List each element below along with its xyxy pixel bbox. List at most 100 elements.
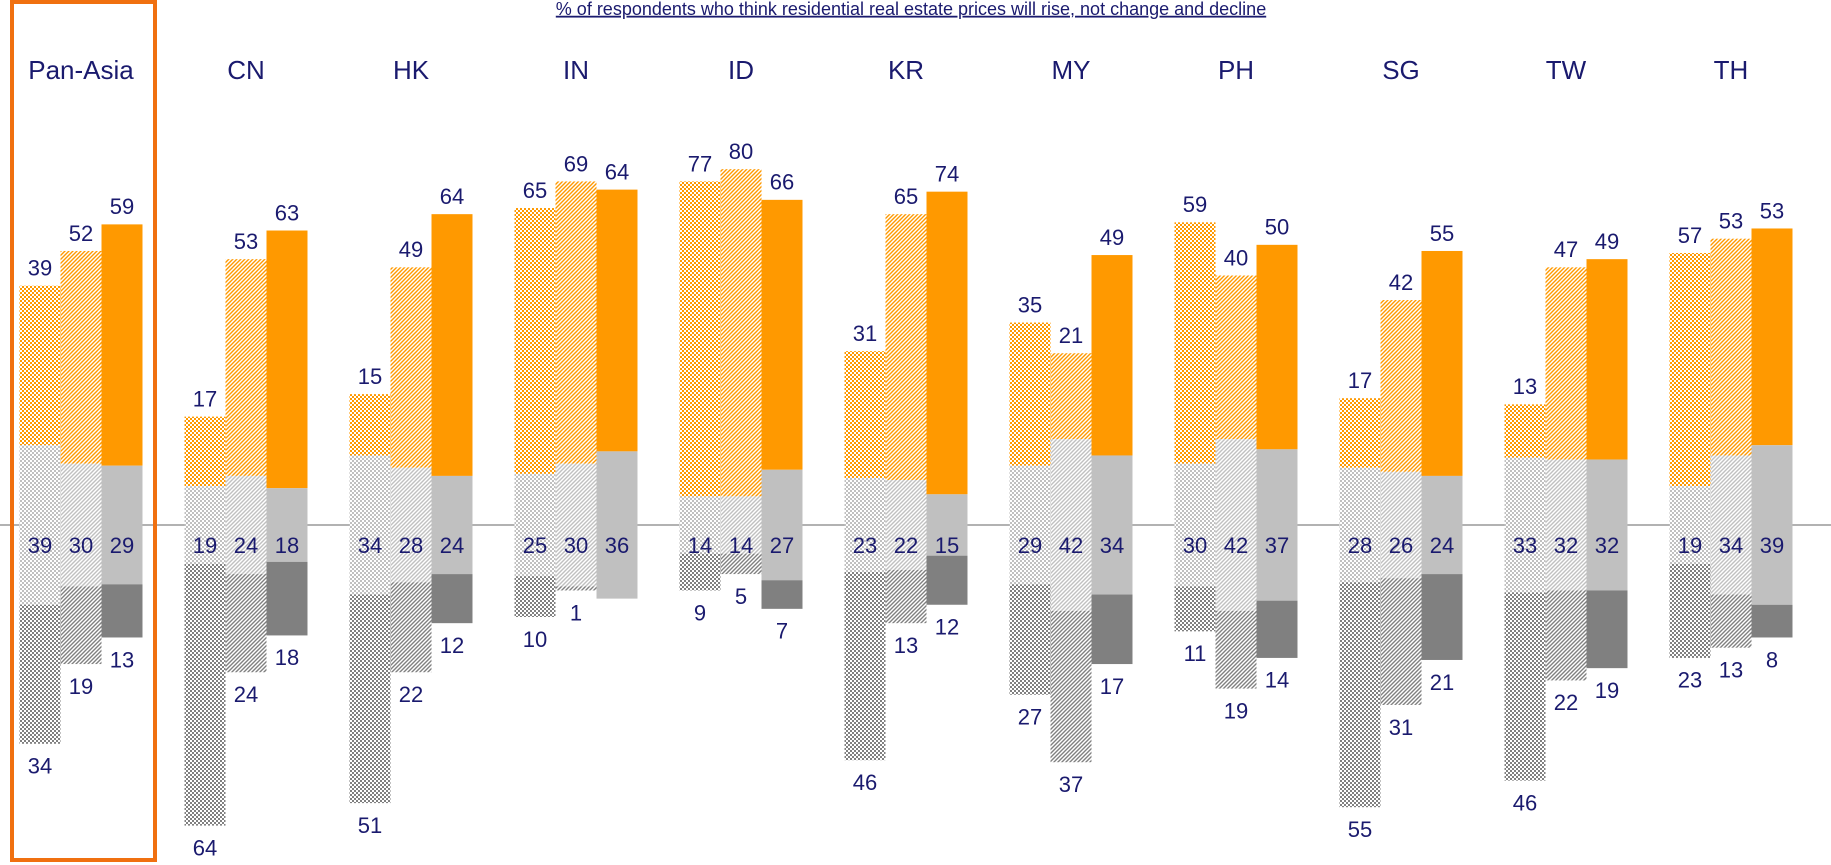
no-change-bar	[1669, 486, 1711, 564]
rise-label: 69	[564, 151, 588, 176]
category-label: KR	[888, 55, 924, 85]
no-change-label: 42	[1059, 533, 1083, 558]
decline-bar	[761, 580, 803, 609]
rise-bar	[1215, 275, 1257, 440]
no-change-bar	[225, 475, 267, 575]
no-change-label: 30	[1183, 533, 1207, 558]
no-change-bar	[1009, 465, 1051, 585]
decline-bar	[390, 582, 432, 673]
no-change-label: 42	[1224, 533, 1248, 558]
decline-label: 7	[776, 619, 788, 644]
rise-bar	[844, 351, 886, 478]
no-change-label: 27	[770, 533, 794, 558]
decline-label: 55	[1348, 817, 1372, 842]
decline-label: 34	[28, 754, 52, 779]
rise-label: 57	[1678, 223, 1702, 248]
decline-label: 21	[1430, 670, 1454, 695]
no-change-bar	[1091, 455, 1133, 595]
rise-label: 64	[605, 159, 629, 184]
no-change-label: 18	[275, 533, 299, 558]
decline-label: 37	[1059, 772, 1083, 797]
no-change-label: 39	[1760, 533, 1784, 558]
no-change-label: 29	[1018, 533, 1042, 558]
decline-label: 13	[110, 647, 134, 672]
no-change-bar	[1545, 459, 1587, 591]
decline-bar	[266, 561, 308, 636]
category-label: ID	[728, 55, 754, 85]
decline-bar	[184, 563, 226, 826]
no-change-bar	[1215, 439, 1257, 611]
decline-label: 12	[935, 615, 959, 640]
no-change-bar	[1050, 439, 1092, 611]
category-label: Pan-Asia	[28, 55, 134, 85]
rise-bar	[266, 230, 308, 489]
rise-bar	[596, 189, 638, 452]
rise-label: 50	[1265, 215, 1289, 240]
no-change-label: 29	[110, 533, 134, 558]
rise-bar	[514, 208, 556, 474]
decline-bar	[1710, 594, 1752, 648]
no-change-bar	[101, 465, 143, 585]
no-change-bar	[514, 473, 556, 577]
no-change-bar	[19, 445, 61, 605]
rise-bar	[349, 394, 391, 456]
rise-bar	[1174, 222, 1216, 464]
decline-bar	[1421, 574, 1463, 660]
decline-label: 14	[1265, 668, 1289, 693]
rise-label: 49	[399, 237, 423, 262]
decline-label: 64	[193, 835, 217, 860]
rise-label: 42	[1389, 270, 1413, 295]
category-label: SG	[1382, 55, 1420, 85]
rise-bar	[431, 214, 473, 476]
category-label: HK	[393, 55, 430, 85]
decline-label: 11	[1184, 641, 1207, 666]
no-change-bar	[596, 451, 638, 599]
rise-label: 55	[1430, 221, 1454, 246]
no-change-bar	[1380, 471, 1422, 579]
no-change-bar	[1256, 449, 1298, 601]
rise-label: 13	[1513, 374, 1537, 399]
no-change-label: 34	[1719, 533, 1743, 558]
no-change-bar	[60, 463, 102, 587]
no-change-label: 15	[935, 533, 959, 558]
rise-bar	[1751, 228, 1793, 446]
rise-label: 64	[440, 184, 464, 209]
decline-label: 24	[234, 682, 258, 707]
rise-bar	[184, 416, 226, 487]
decline-label: 46	[853, 770, 877, 795]
rise-bar	[1050, 353, 1092, 440]
decline-label: 1	[570, 600, 582, 625]
no-change-bar	[844, 477, 886, 573]
no-change-bar	[349, 455, 391, 595]
decline-label: 10	[523, 627, 547, 652]
decline-bar	[1050, 610, 1092, 763]
category-label: CN	[227, 55, 265, 85]
decline-bar	[1339, 582, 1381, 808]
no-change-label: 24	[1430, 533, 1454, 558]
rise-label: 49	[1100, 225, 1124, 250]
rise-bar	[761, 199, 803, 470]
rise-label: 52	[69, 221, 93, 246]
no-change-bar	[761, 469, 803, 581]
no-change-label: 32	[1554, 533, 1578, 558]
rise-label: 80	[729, 139, 753, 164]
rise-bar	[679, 181, 721, 497]
decline-bar	[885, 569, 927, 624]
rise-label: 53	[1719, 209, 1743, 234]
decline-bar	[349, 594, 391, 804]
no-change-label: 32	[1595, 533, 1619, 558]
rise-label: 65	[894, 184, 918, 209]
rise-label: 40	[1224, 245, 1248, 270]
rise-label: 47	[1554, 237, 1578, 262]
rise-bar	[101, 224, 143, 466]
rise-label: 59	[1183, 192, 1207, 217]
rise-label: 66	[770, 170, 794, 195]
decline-bar	[844, 572, 886, 761]
decline-label: 46	[1513, 790, 1537, 815]
rise-bar	[1586, 259, 1628, 460]
rise-label: 15	[358, 364, 382, 389]
decline-bar	[1009, 584, 1051, 695]
no-change-label: 24	[234, 533, 258, 558]
rise-bar	[1091, 255, 1133, 456]
